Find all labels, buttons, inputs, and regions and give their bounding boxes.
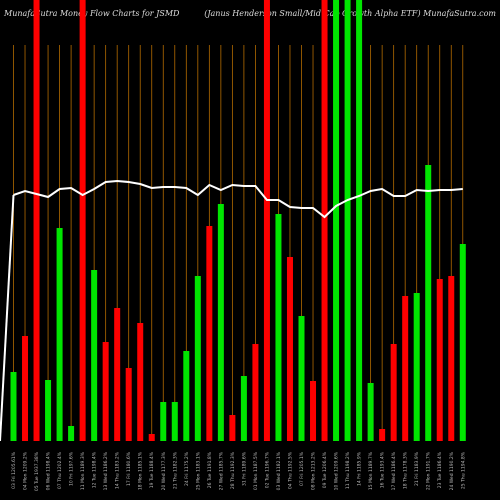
bar (183, 351, 190, 441)
x-tick-label: 26 Tue 1191.8% (207, 451, 213, 488)
bar (10, 372, 17, 441)
x-tick-label: 01 Mon 1187.5% (253, 451, 259, 490)
x-tick-label: 21 Thu 1182.3% (172, 451, 178, 489)
bar (68, 426, 75, 441)
x-tick-label: 28 Thu 1192.3% (230, 451, 236, 489)
bar (160, 402, 167, 441)
x-tick-label: 13 Wed 1186.2% (103, 451, 109, 490)
bar (298, 316, 305, 441)
x-tick-label: 16 Tue 1193.4% (380, 451, 386, 488)
x-tick-label: 14 Thu 1183.2% (115, 451, 121, 489)
bar (206, 226, 213, 441)
bar (356, 0, 363, 441)
bar (137, 323, 144, 441)
bar (459, 244, 466, 441)
x-tick-label: 10 Wed 1209.6% (334, 451, 340, 490)
x-tick-label: 07 Fri 1205.1% (299, 451, 305, 486)
x-tick-label: 24 Wed 1190.2% (449, 451, 455, 490)
bar (413, 293, 420, 441)
x-tick-label: 21 Fri 1183.9% (414, 451, 420, 486)
x-tick-label: 22 Mon 1191.7% (426, 451, 432, 490)
bar (425, 165, 432, 441)
x-tick-label: 11 Thu 1198.2% (345, 451, 351, 489)
bar (240, 376, 247, 441)
bar (402, 296, 409, 441)
x-tick-label: 18 Thu 1178.3% (403, 451, 409, 489)
x-tick-label: 09 Tue 1206.4% (322, 451, 328, 488)
x-tick-label: 07 Thu 1202.4% (57, 451, 63, 489)
bar (367, 383, 374, 441)
x-tick-label: 04 Thu 1192.5% (287, 451, 293, 489)
x-tick-label: 24 Fri 1175.2% (184, 451, 190, 486)
bar (344, 0, 351, 441)
x-tick-label: 17 Wed 1186.4% (391, 451, 397, 490)
x-tick-label: 10 Fri 1197.6% (69, 451, 75, 486)
chart-title: MunafaSutra Money Flow Charts for JSMD (3, 9, 180, 18)
x-tick-label: 19 Tue 1188.4% (149, 451, 155, 488)
bar (33, 0, 40, 441)
bar (114, 308, 121, 441)
bar (91, 270, 98, 441)
bar (321, 0, 328, 441)
x-tick-label: 25 Thu 1194.8% (460, 451, 466, 489)
x-tick-label: 20 Wed 1177.3% (161, 451, 167, 490)
x-tick-label: 03 Wed 1182.1% (276, 451, 282, 490)
x-tick-label: 23 Tue 1186.4% (437, 451, 443, 488)
bar (22, 336, 29, 441)
x-tick-label: 31 Fri 1189.6% (241, 451, 247, 486)
bar (194, 276, 201, 441)
bar (125, 368, 132, 441)
x-tick-label: 17 Fri 1180.6% (126, 451, 132, 486)
x-tick-label: 05 Tue 1937.38% (34, 451, 40, 491)
price-line (13, 179, 463, 219)
x-tick-label: 02 Tue 1196.7% (264, 451, 270, 488)
bar (310, 381, 317, 441)
bar (333, 0, 340, 441)
x-tick-label: 03 Fri 1205.61% (11, 451, 17, 489)
x-tick-label: 08 Mon 1213.2% (311, 451, 317, 490)
bar (286, 257, 293, 441)
bar (263, 0, 270, 441)
bar (252, 344, 259, 441)
bar (436, 279, 443, 441)
bar (56, 228, 63, 441)
line-lead (0, 194, 15, 442)
x-tick-label: 14 Fri 1185.9% (357, 451, 363, 486)
x-tick-label: 15 Mon 1189.7% (368, 451, 374, 490)
bar (148, 434, 155, 441)
x-tick-label: 12 Tue 1198.4% (92, 451, 98, 488)
bar (102, 342, 109, 441)
x-tick-label: 25 Mon 1183.1% (195, 451, 201, 490)
bar (390, 344, 397, 441)
x-tick-label: 11 Mon 1189.3% (80, 451, 86, 490)
x-tick-label: 06 Wed 1198.4% (46, 451, 52, 490)
bar (379, 429, 386, 441)
x-tick-label: 04 Mon 1209.2% (23, 451, 29, 490)
x-tick-label: 18 Mon 1185.1% (138, 451, 144, 490)
x-tick-label: 27 Wed 1185.7% (218, 451, 224, 490)
bar (217, 204, 224, 441)
bar (229, 415, 236, 441)
bar (448, 276, 455, 441)
bar (45, 380, 52, 441)
bar (79, 0, 86, 441)
bar (171, 402, 178, 441)
bar (275, 214, 282, 441)
